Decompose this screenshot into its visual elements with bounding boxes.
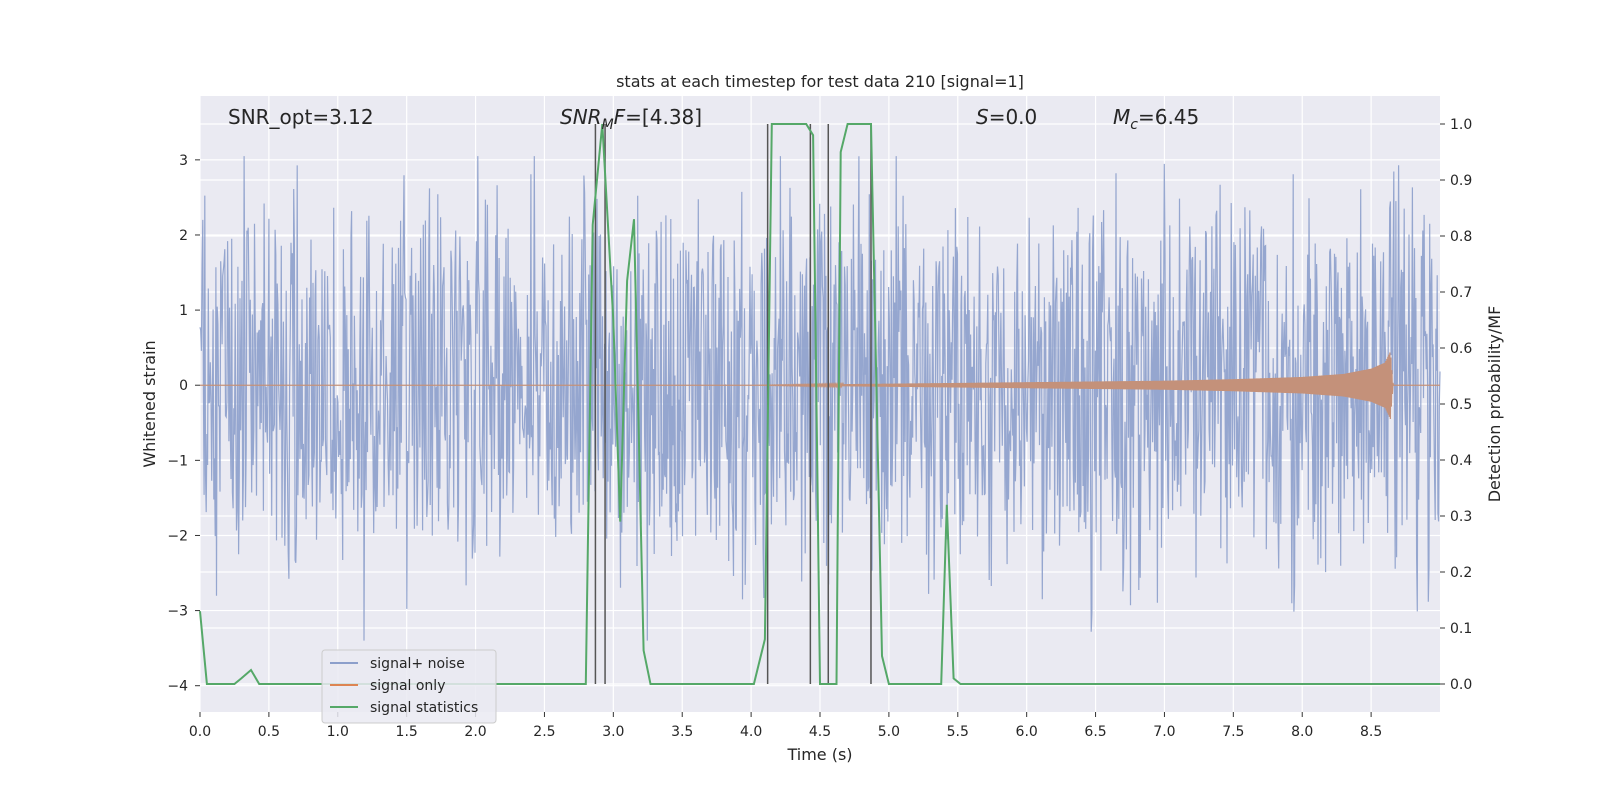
y-left-tick-label: 3 — [179, 153, 188, 169]
legend: signal+ noise signal only signal statist… — [321, 649, 497, 724]
y-left-tick-label: −3 — [167, 604, 188, 620]
x-tick-label: 4.0 — [740, 724, 762, 740]
y-left-tick-label: −4 — [167, 679, 188, 695]
y-left-tick-label: 0 — [179, 378, 188, 394]
y-axis-right-ticks: 1.0 0.9 0.8 0.7 0.6 0.5 0.4 0.3 0.2 0.1 0.0 — [1440, 117, 1472, 693]
series-line-signal-only — [200, 352, 1440, 419]
legend-label-noise: signal+ noise — [370, 656, 465, 672]
legend-label-signal: signal only — [370, 678, 445, 694]
y-left-tick-label: 2 — [179, 228, 188, 244]
x-tick-label: 0.0 — [189, 724, 211, 740]
series-line-signal-plus-noise — [199, 156, 1441, 641]
chart-title: stats at each timestep for test data 210… — [616, 72, 1024, 91]
y-right-tick-label: 0.5 — [1450, 397, 1472, 413]
y-right-tick-label: 0.8 — [1450, 229, 1472, 245]
x-tick-label: 4.5 — [809, 724, 831, 740]
x-tick-label: 2.0 — [464, 724, 486, 740]
x-tick-label: 0.5 — [258, 724, 280, 740]
x-tick-label: 5.0 — [878, 724, 900, 740]
x-tick-label: 8.0 — [1291, 724, 1313, 740]
x-tick-label: 1.0 — [327, 724, 349, 740]
annotation-s: S=0.0 — [976, 105, 1037, 129]
y-right-tick-label: 0.0 — [1450, 677, 1472, 693]
y-axis-left-ticks: 3 2 1 0 −1 −2 −3 −4 — [167, 153, 200, 695]
x-tick-label: 8.5 — [1360, 724, 1382, 740]
y-right-tick-label: 0.6 — [1450, 341, 1472, 357]
y-axis-left-label: Whitened strain — [140, 340, 159, 467]
x-axis-ticks: 0.0 0.5 1.0 1.5 2.0 2.5 3.0 3.5 4.0 4.5 5.0 5.5 6.0 6… — [189, 712, 1382, 740]
x-tick-label: 1.5 — [396, 724, 418, 740]
legend-label-stats: signal statistics — [370, 700, 478, 716]
series-signal-only — [200, 352, 1440, 419]
y-right-tick-label: 0.9 — [1450, 173, 1472, 189]
x-tick-label: 2.5 — [533, 724, 555, 740]
x-tick-label: 3.5 — [671, 724, 693, 740]
y-axis-right-label: Detection probability/MF — [1485, 306, 1504, 503]
annotation-mc: Mc=6.45 — [1113, 105, 1199, 133]
y-right-tick-label: 0.3 — [1450, 509, 1472, 525]
x-tick-label: 7.0 — [1153, 724, 1175, 740]
x-tick-label: 6.5 — [1084, 724, 1106, 740]
legend-box — [321, 649, 497, 724]
y-right-tick-label: 1.0 — [1450, 117, 1472, 133]
annotation-snr-opt: SNR_opt=3.12 — [228, 105, 374, 129]
x-tick-label: 7.5 — [1222, 724, 1244, 740]
y-right-tick-label: 0.1 — [1450, 621, 1472, 637]
x-axis-label: Time (s) — [786, 745, 852, 764]
y-left-tick-label: −1 — [167, 453, 188, 469]
series-signal-plus-noise — [199, 156, 1441, 641]
y-left-tick-label: 1 — [179, 303, 188, 319]
y-left-tick-label: −2 — [167, 528, 188, 544]
y-right-tick-label: 0.4 — [1450, 453, 1472, 469]
annotation-snr-mf: SNRMF=[4.38] — [560, 105, 702, 133]
y-right-tick-label: 0.7 — [1450, 285, 1472, 301]
x-tick-label: 5.5 — [947, 724, 969, 740]
y-right-tick-label: 0.2 — [1450, 565, 1472, 581]
x-tick-label: 6.0 — [1016, 724, 1038, 740]
x-tick-label: 3.0 — [602, 724, 624, 740]
